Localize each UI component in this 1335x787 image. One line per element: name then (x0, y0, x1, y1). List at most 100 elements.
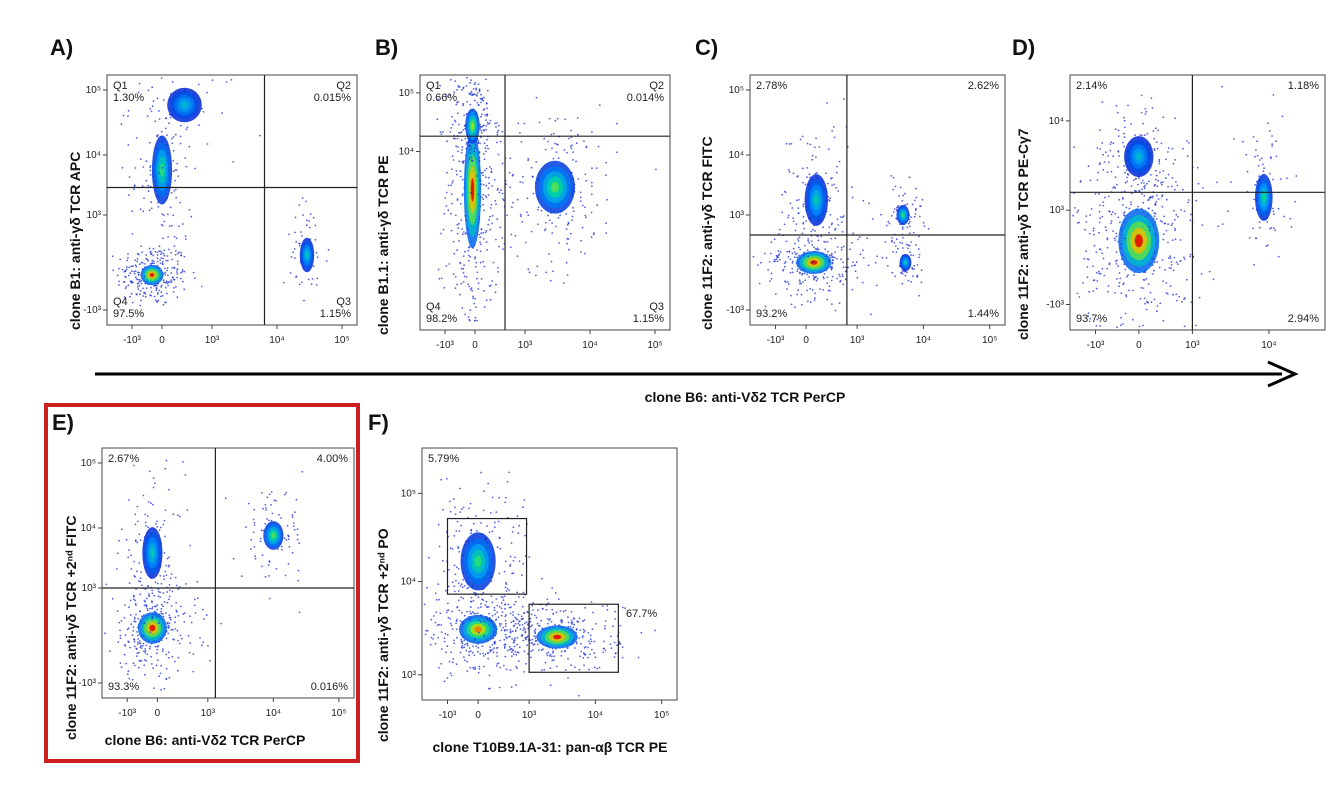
event-dot (161, 213, 163, 216)
event-dot (517, 622, 520, 625)
event-dot (775, 258, 778, 261)
event-dot (522, 562, 525, 565)
quadrant-percent: 1.44% (968, 308, 999, 320)
event-dot (524, 628, 526, 631)
event-dot (457, 546, 459, 548)
event-dot (545, 608, 548, 611)
event-dot (1271, 207, 1274, 210)
event-dot (832, 126, 835, 128)
event-dot (834, 251, 836, 253)
event-dot (500, 614, 503, 617)
event-dot (432, 615, 435, 617)
event-dot (474, 612, 477, 615)
event-dot (453, 642, 456, 644)
event-dot (1141, 134, 1143, 137)
event-dot (437, 98, 439, 101)
event-dot (540, 649, 543, 652)
event-dot (138, 640, 141, 642)
event-dot (500, 595, 503, 598)
event-dot (178, 642, 181, 645)
x-tick-label: 0 (475, 710, 481, 721)
event-dot (799, 272, 801, 275)
event-dot (1157, 129, 1159, 132)
event-dot (446, 140, 448, 143)
event-dot (133, 638, 136, 641)
event-dot (1156, 147, 1159, 150)
event-dot (474, 265, 477, 268)
event-dot (1246, 170, 1249, 173)
event-dot (485, 605, 488, 608)
event-dot (463, 585, 466, 587)
event-dot (509, 565, 511, 567)
event-dot (1085, 215, 1088, 218)
event-dot (1130, 192, 1133, 195)
event-dot (1275, 140, 1277, 143)
event-dot (567, 616, 569, 619)
event-dot (1183, 258, 1186, 260)
event-dot (503, 647, 506, 649)
event-dot (162, 605, 164, 608)
event-dot (604, 625, 606, 627)
event-dot (774, 260, 777, 263)
event-dot (166, 591, 169, 593)
event-dot (480, 243, 482, 246)
event-dot (828, 255, 831, 257)
event-dot (894, 185, 897, 188)
event-dot (840, 248, 843, 251)
event-dot (189, 544, 192, 547)
event-dot (485, 600, 488, 603)
event-dot (499, 625, 501, 627)
event-dot (430, 618, 433, 621)
event-dot (186, 509, 189, 511)
event-dot (566, 151, 568, 154)
event-dot (499, 666, 501, 669)
event-dot (448, 660, 451, 663)
event-dot (463, 646, 466, 648)
event-dot (205, 614, 208, 617)
event-dot (602, 647, 605, 650)
event-dot (797, 289, 800, 292)
event-dot (168, 488, 170, 491)
event-dot (1152, 130, 1155, 133)
event-dot (461, 640, 463, 643)
event-dot (790, 294, 792, 297)
event-dot (842, 266, 845, 269)
event-dot (1261, 157, 1263, 160)
event-dot (488, 122, 491, 125)
event-dot (830, 256, 832, 259)
event-dot (146, 258, 149, 261)
event-dot (812, 274, 815, 277)
event-dot (1289, 217, 1292, 220)
event-dot (232, 557, 235, 560)
event-dot (184, 235, 187, 238)
x-tick-label: 10⁵ (654, 710, 669, 721)
event-dot (183, 255, 186, 258)
event-dot (1078, 221, 1081, 224)
event-dot (1106, 246, 1109, 249)
x-tick-label: 0 (159, 335, 165, 346)
event-dot (160, 295, 162, 298)
event-dot (1096, 147, 1099, 150)
event-dot (1110, 141, 1113, 144)
event-dot (160, 130, 163, 133)
event-dot (832, 256, 834, 259)
event-dot (177, 175, 180, 178)
event-dot (260, 492, 263, 494)
event-dot (548, 655, 551, 657)
event-dot (166, 622, 169, 625)
event-dot (291, 551, 294, 554)
event-dot (793, 251, 796, 253)
event-dot (587, 656, 589, 659)
event-dot (146, 115, 149, 117)
event-dot (156, 97, 159, 100)
event-dot (291, 514, 294, 516)
event-dot (455, 663, 458, 666)
event-dot (135, 648, 138, 651)
event-dot (156, 659, 159, 661)
event-dot (613, 641, 616, 644)
event-dot (1112, 230, 1114, 233)
event-dot (467, 141, 470, 144)
event-dot (1084, 228, 1087, 231)
event-dot (1254, 155, 1256, 158)
event-dot (146, 515, 149, 517)
